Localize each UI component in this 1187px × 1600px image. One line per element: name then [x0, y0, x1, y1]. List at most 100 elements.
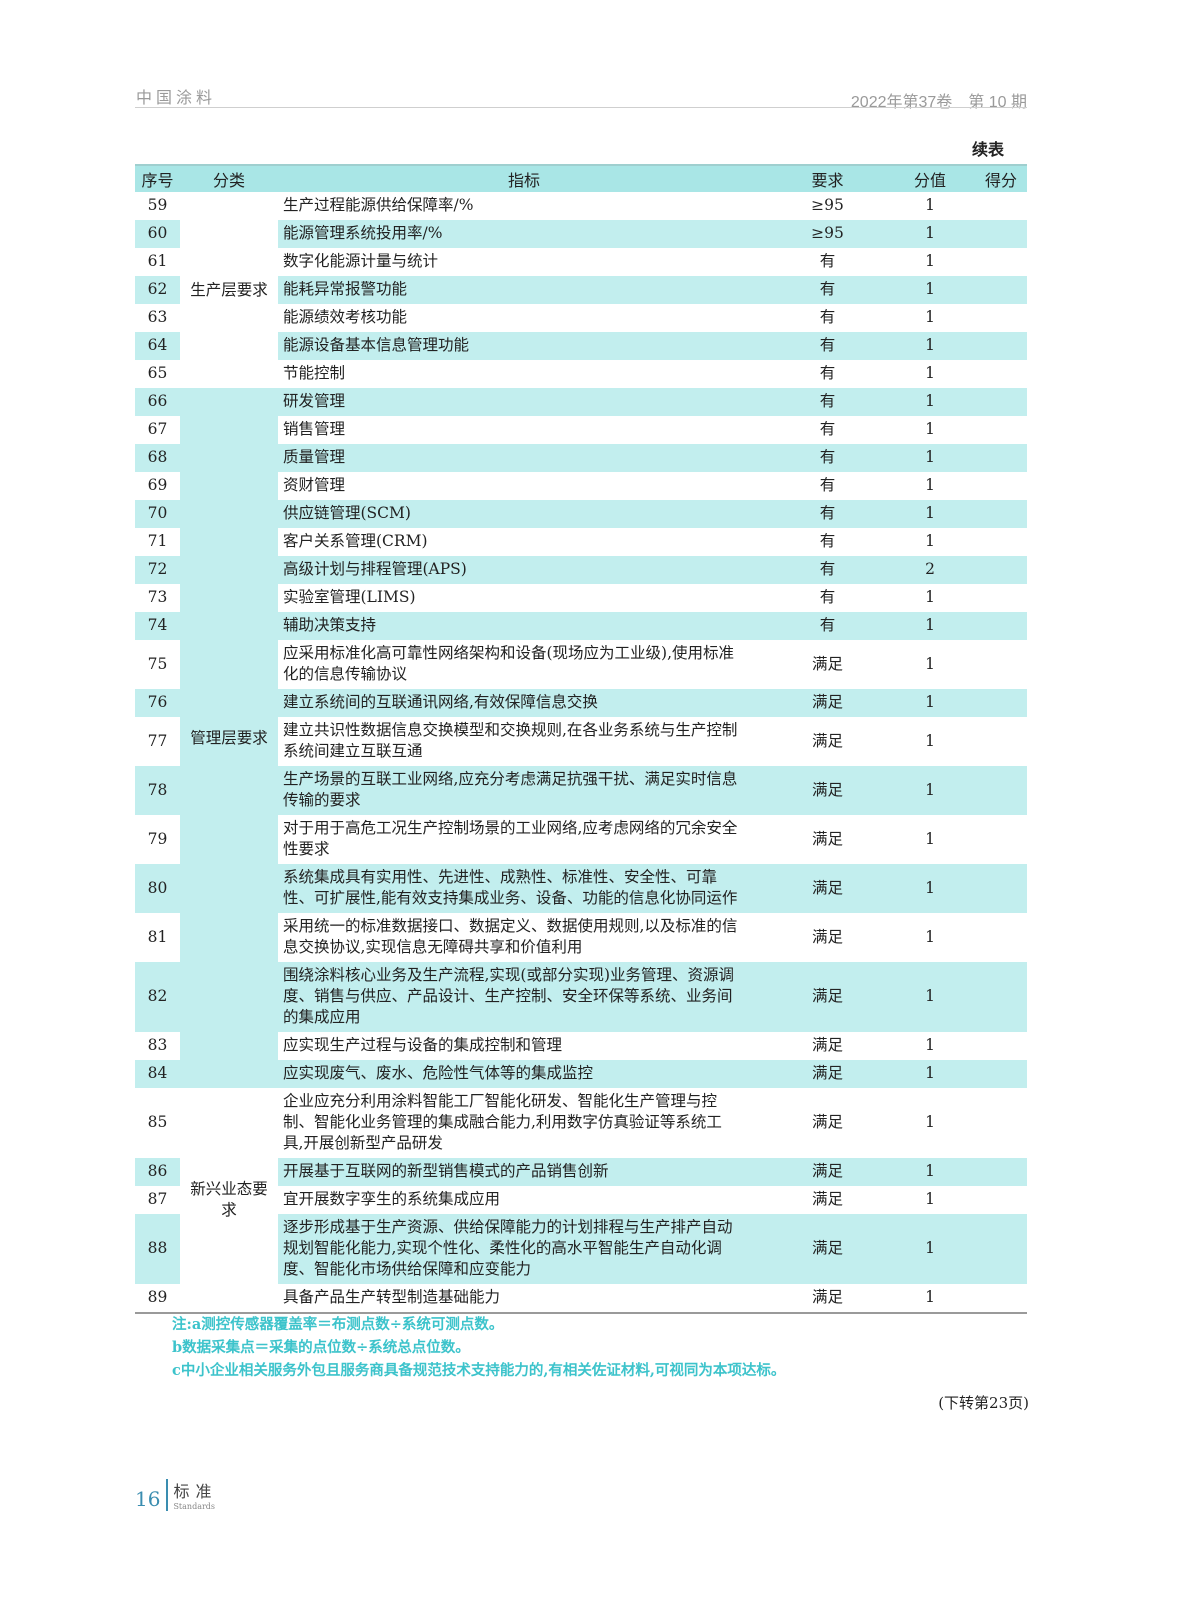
row-number: 81: [147, 927, 168, 946]
indicator-cell: 能耗异常报警功能: [278, 276, 770, 304]
obtained-score-cell: [975, 276, 1027, 304]
note: b数据采集点＝采集的点位数÷系统总点位数。: [172, 1339, 470, 1356]
requirement-cell: 有: [770, 444, 885, 472]
table-notes: 注:a测控传感器覆盖率＝布测点数÷系统可测点数。 b数据采集点＝采集的点位数÷系…: [172, 1313, 785, 1382]
score-value-cell: 1: [925, 252, 935, 270]
obtained-score-cell: [975, 1088, 1027, 1158]
row-number: 74: [135, 612, 180, 640]
row-number: 62: [135, 276, 180, 304]
row-number: 76: [135, 689, 180, 717]
footer-divider: [166, 1479, 169, 1511]
score-value-cell: 1: [925, 927, 935, 946]
row-number: 71: [147, 532, 168, 550]
section-name: 标准: [173, 1482, 218, 1501]
table-row: 71 客户关系管理(CRM) 有 1: [135, 528, 1027, 556]
table-row: 72 高级计划与排程管理(APS) 有 2: [135, 556, 1027, 584]
row-number: 63: [147, 308, 168, 326]
requirement-cell: 满足: [811, 1190, 843, 1208]
obtained-score-cell: [975, 416, 1027, 444]
row-number: 67: [147, 420, 168, 438]
indicator-cell: 开展基于互联网的新型销售模式的产品销售创新: [278, 1158, 770, 1186]
note: 注:a测控传感器覆盖率＝布测点数÷系统可测点数。: [172, 1316, 504, 1333]
indicator-cell: 客户关系管理(CRM): [283, 532, 428, 550]
indicator-cell: 建立系统间的互联通讯网络,有效保障信息交换: [278, 689, 770, 717]
table-row: 84 应实现废气、废水、危险性气体等的集成监控 满足 1: [135, 1060, 1027, 1088]
table-row: 77 建立共识性数据信息交换模型和交换规则,在各业务系统与生产控制系统间建立互联互…: [135, 717, 1027, 766]
indicator-cell: 实验室管理(LIMS): [283, 588, 416, 606]
score-value-cell: 2: [885, 556, 975, 584]
score-value-cell: 1: [925, 196, 935, 214]
indicator-cell: 应实现废气、废水、危险性气体等的集成监控: [278, 1060, 770, 1088]
table-header-row: 序号 分类 指标 要求 分值 得分: [135, 165, 1027, 192]
obtained-score-cell: [975, 612, 1027, 640]
score-value-cell: 1: [925, 532, 935, 550]
obtained-score-cell: [975, 556, 1027, 584]
obtained-score-cell: [975, 528, 1027, 556]
indicator-cell: 逐步形成基于生产资源、供给保障能力的计划排程与生产排产自动规划智能化能力,实现个…: [278, 1214, 770, 1284]
row-number: 75: [147, 654, 168, 673]
indicator-cell: 供应链管理(SCM): [278, 500, 770, 528]
score-value-cell: 1: [885, 500, 975, 528]
continued-on: (下转第23页): [938, 1394, 1029, 1412]
table-row: 85 新兴业态要求 企业应充分利用涂料智能工厂智能化研发、智能化生产管理与控制、智能…: [135, 1088, 1027, 1313]
score-value-cell: 1: [885, 1060, 975, 1088]
obtained-score-cell: [975, 766, 1027, 815]
row-number: 68: [135, 444, 180, 472]
table-row: 63 能源绩效考核功能 有 1: [135, 304, 1027, 332]
row-number: 86: [135, 1158, 180, 1186]
row-number: 59: [147, 196, 168, 214]
col-header: 序号: [135, 165, 180, 192]
row-number: 70: [135, 500, 180, 528]
requirement-cell: 有: [770, 556, 885, 584]
row-number: 65: [147, 364, 168, 382]
indicator-cell: 节能控制: [283, 364, 346, 382]
score-value-cell: 1: [925, 1113, 935, 1131]
obtained-score-cell: [975, 248, 1027, 276]
table-row: 78 生产场景的互联工业网络,应充分考虑满足抗强干扰、满足实时信息传输的要求 满足 1: [135, 766, 1027, 815]
table-row: 75 应采用标准化高可靠性网络架构和设备(现场应为工业级),使用标准化的信息传输协…: [135, 640, 1027, 689]
score-value-cell: 1: [925, 420, 935, 438]
table-row: 87 宜开展数字孪生的系统集成应用 满足 1: [135, 1186, 1027, 1214]
journal-name: 中国涂料: [136, 88, 217, 107]
indicator-cell: 应采用标准化高可靠性网络架构和设备(现场应为工业级),使用标准化的信息传输协议: [283, 644, 735, 683]
score-value-cell: 1: [885, 1158, 975, 1186]
score-value-cell: 1: [925, 731, 935, 750]
row-number: 87: [147, 1190, 168, 1208]
note: c中小企业相关服务外包且服务商具备规范技术支持能力的,有相关佐证材料,可视同为本…: [172, 1362, 786, 1379]
indicator-cell: 采用统一的标准数据接口、数据定义、数据使用规则,以及标准的信息交换协议,实现信息…: [283, 917, 738, 956]
requirement-cell: 有: [819, 252, 836, 270]
page-number: 16: [135, 1487, 161, 1511]
requirement-cell: ≥95: [770, 220, 885, 248]
row-number: 64: [135, 332, 180, 360]
table-row: 80 系统集成具有实用性、先进性、成熟性、标准性、安全性、可靠性、可扩展性,能有效…: [135, 864, 1027, 913]
table-row: 79 对于用于高危工况生产控制场景的工业网络,应考虑网络的冗余安全性要求 满足 1: [135, 815, 1027, 864]
indicator-cell: 高级计划与排程管理(APS): [278, 556, 770, 584]
obtained-score-cell: [975, 304, 1027, 332]
requirement-cell: 有: [770, 388, 885, 416]
requirement-cell: 有: [819, 532, 836, 550]
obtained-score-cell: [975, 444, 1027, 472]
row-number: 69: [147, 476, 168, 494]
requirement-cell: 满足: [770, 1060, 885, 1088]
table-row: 68 质量管理有 1: [135, 444, 1027, 472]
table-row: 60 能源管理系统投用率/% ≥95 1: [135, 220, 1027, 248]
col-header: 指标: [278, 165, 770, 192]
col-header: 得分: [975, 165, 1027, 192]
table-row: 81 采用统一的标准数据接口、数据定义、数据使用规则,以及标准的信息交换协议,实现…: [135, 913, 1027, 962]
category-cell: 生产层要求: [180, 192, 278, 388]
score-value-cell: 1: [885, 444, 975, 472]
indicator-cell: 销售管理: [283, 420, 346, 438]
score-value-cell: 1: [925, 654, 935, 673]
score-value-cell: 1: [925, 476, 935, 494]
obtained-score-cell: [975, 1284, 1027, 1313]
requirement-cell: 有: [819, 308, 836, 326]
requirement-cell: 满足: [770, 689, 885, 717]
requirement-cell: 有: [770, 612, 885, 640]
indicator-cell: 能源绩效考核功能: [283, 308, 408, 326]
requirement-cell: ≥95: [811, 196, 844, 214]
score-value-cell: 1: [925, 1036, 935, 1054]
indicator-table: 序号 分类 指标 要求 分值 得分 59 生产层要求 生产过程能源供给保障率/% ≥9…: [135, 164, 1027, 1314]
indicator-cell: 对于用于高危工况生产控制场景的工业网络,应考虑网络的冗余安全性要求: [283, 819, 738, 858]
obtained-score-cell: [975, 584, 1027, 612]
